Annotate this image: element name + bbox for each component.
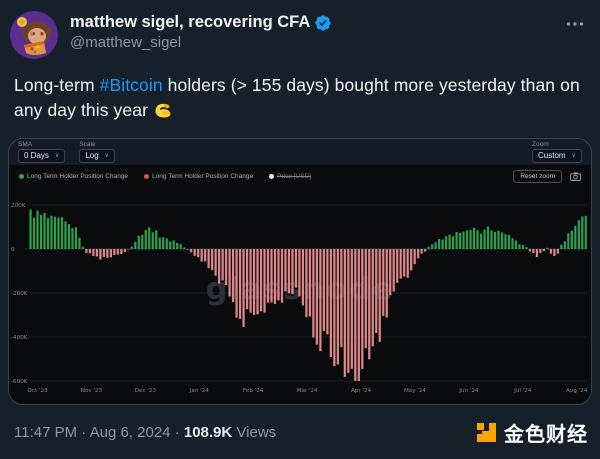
brand-name: 金色财经 [504,422,588,446]
zoom-control: Zoom Custom ∨ [532,141,582,163]
author-handle[interactable]: @matthew_sigel [70,34,182,51]
author-block: matthew sigel, recovering CFA @matthew_s… [70,11,332,51]
tweet-header: matthew sigel, recovering CFA @matthew_s… [0,0,600,59]
svg-text:Jun '24: Jun '24 [458,388,479,394]
legend-dot-white [269,174,275,179]
date-text: Aug 6, 2024 [89,424,171,441]
sma-control: SMA 0 Days ∨ [18,141,66,163]
tweet-text-after: holders (> 155 days) bought more yesterd… [14,75,580,120]
svg-text:May '24: May '24 [404,388,427,394]
chart-toolbar: SMA 0 Days ∨ Scale Log ∨ Zoom Custom ∨ [9,139,591,166]
svg-text:0: 0 [11,247,15,253]
zoom-label: Zoom [532,141,549,148]
svg-text:Jul '24: Jul '24 [513,388,532,394]
svg-text:200K: 200K [11,203,26,209]
camera-icon[interactable] [570,172,581,181]
chevron-down-icon: ∨ [54,153,60,159]
tweet-text: Long-term #Bitcoin holders (> 155 days) … [14,73,586,123]
timestamp: 11:47 PM · Aug 6, 2024 · 108.9K Views [14,424,277,441]
author-name[interactable]: matthew sigel, recovering CFA [70,13,311,31]
svg-text:Dec '23: Dec '23 [135,388,157,394]
more-button[interactable] [566,14,584,32]
scale-select[interactable]: Log ∨ [79,149,116,163]
chart-card: SMA 0 Days ∨ Scale Log ∨ Zoom Custom ∨ L… [8,138,592,405]
svg-text:Feb '24: Feb '24 [243,388,264,394]
svg-text:Oct '23: Oct '23 [28,388,49,394]
flexed-biceps-emoji-icon [155,103,171,118]
svg-text:-600K: -600K [11,379,28,385]
scale-control: Scale Log ∨ [79,141,116,163]
ellipsis-icon [566,22,584,26]
svg-text:-400K: -400K [11,335,28,341]
chevron-down-icon: ∨ [571,153,576,159]
zoom-select[interactable]: Custom ∨ [532,149,582,163]
svg-text:Apr '24: Apr '24 [351,388,372,394]
svg-text:Nov '23: Nov '23 [81,388,103,394]
legend-dot-red [144,174,150,179]
chevron-down-icon: ∨ [104,153,110,159]
reset-zoom-button[interactable]: Reset zoom [513,170,562,183]
chart-legend: Long Term Holder Position Change Long Te… [9,166,591,187]
tweet-text-before: Long-term [14,75,100,95]
svg-text:Aug '24: Aug '24 [566,388,588,394]
legend-item-lth-positive[interactable]: Long Term Holder Position Change [19,173,128,180]
hashtag-bitcoin-link[interactable]: #Bitcoin [99,75,163,95]
sma-select[interactable]: 0 Days ∨ [18,149,66,163]
sma-label: SMA [18,141,33,148]
svg-text:Mar '24: Mar '24 [297,388,319,394]
time-text: 11:47 PM [14,424,78,441]
monkey-avatar-icon [10,11,58,59]
svg-text:-200K: -200K [11,291,28,297]
legend-item-lth-negative[interactable]: Long Term Holder Position Change [144,173,253,180]
tweet-footer: 11:47 PM · Aug 6, 2024 · 108.9K Views 金色… [0,405,600,447]
scale-label: Scale [79,141,96,148]
svg-text:Jan '24: Jan '24 [189,388,210,394]
golden-finance-logo-icon [477,422,496,442]
legend-dot-green [19,174,24,179]
legend-item-price-usd[interactable]: Price [USD] [269,173,311,180]
verified-badge-icon [315,14,331,31]
avatar[interactable] [10,11,58,59]
brand-watermark: 金色财经 [476,418,588,447]
views-label: Views [236,424,277,441]
views-count: 108.9K [183,424,233,441]
